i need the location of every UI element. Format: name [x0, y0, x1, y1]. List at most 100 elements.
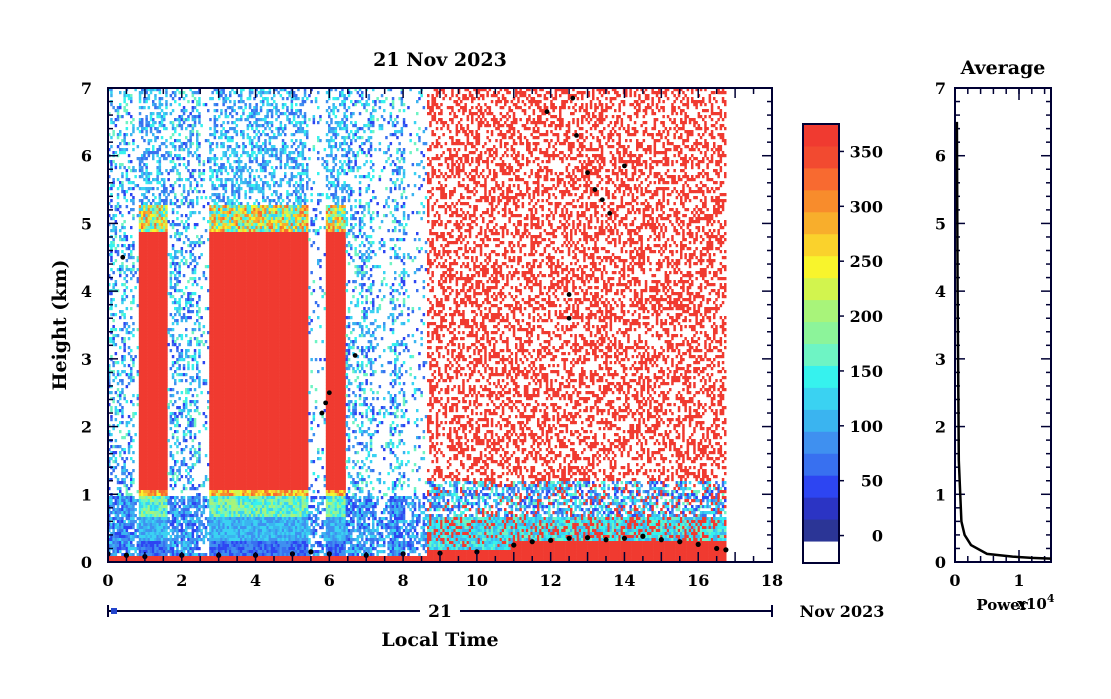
heatmap-cell	[163, 457, 166, 461]
heatmap-cell	[156, 238, 159, 242]
heatmap-cell	[165, 238, 168, 242]
heatmap-cell	[147, 457, 151, 461]
heatmap-cell	[213, 205, 217, 209]
heatmap-cell	[174, 301, 177, 305]
heatmap-cell	[224, 133, 228, 137]
heatmap-cell	[211, 505, 214, 509]
heatmap-cell	[224, 241, 228, 245]
heatmap-cell	[152, 118, 155, 122]
heatmap-cell	[158, 478, 162, 482]
heatmap-cell	[156, 496, 159, 500]
heatmap-cell	[127, 211, 131, 215]
heatmap-cell	[145, 412, 148, 416]
heatmap-cell	[127, 430, 131, 434]
heatmap-cell	[134, 520, 137, 524]
heatmap-cell	[143, 292, 146, 296]
heatmap-cell	[163, 223, 166, 227]
heatmap-cell	[156, 178, 159, 182]
heatmap-cell	[123, 349, 126, 353]
heatmap-cell	[163, 472, 166, 476]
heatmap-cell	[218, 475, 221, 479]
heatmap-cell	[165, 274, 168, 278]
heatmap-cell	[193, 91, 197, 95]
heatmap-cell	[218, 469, 221, 473]
heatmap-cell	[147, 490, 151, 494]
heatmap-cell	[149, 310, 153, 314]
heatmap-cell	[141, 205, 144, 209]
heatmap-cell	[220, 508, 223, 512]
heatmap-cell	[222, 325, 225, 329]
heatmap-cell	[226, 352, 230, 356]
heatmap-cell	[141, 481, 144, 485]
heatmap-cell	[110, 544, 113, 548]
heatmap-cell	[174, 91, 177, 95]
heatmap-cell	[136, 541, 140, 545]
heatmap-cell	[165, 250, 168, 254]
heatmap-cell	[220, 244, 223, 248]
heatmap-cell	[220, 205, 223, 209]
heatmap-cell	[110, 241, 113, 245]
heatmap-cell	[218, 283, 221, 287]
heatmap-cell	[123, 511, 126, 515]
heatmap-cell	[196, 406, 199, 410]
heatmap-cell	[226, 346, 230, 350]
heatmap-cell	[224, 478, 228, 482]
heatmap-cell	[156, 136, 159, 140]
heatmap-cell	[193, 169, 197, 173]
heatmap-cell	[156, 235, 159, 239]
heatmap-cell	[119, 535, 122, 539]
heatmap-cell	[193, 328, 197, 332]
heatmap-cell	[187, 472, 190, 476]
heatmap-cell	[174, 145, 177, 149]
heatmap-cell	[226, 481, 230, 485]
heatmap-cell	[127, 178, 131, 182]
heatmap-cell	[187, 124, 190, 128]
heatmap-cell	[141, 478, 144, 482]
heatmap-cell	[189, 130, 192, 134]
heatmap-cell	[226, 265, 230, 269]
heatmap-cell	[209, 523, 212, 527]
heatmap-cell	[156, 319, 159, 323]
heatmap-cell	[215, 424, 219, 428]
heatmap-cell	[112, 427, 115, 431]
heatmap-cell	[189, 475, 192, 479]
heatmap-cell	[220, 286, 223, 290]
heatmap-cell	[156, 532, 159, 536]
heatmap-cell	[226, 145, 230, 149]
heatmap-cell	[147, 439, 151, 443]
heatmap-cell	[158, 472, 162, 476]
heatmap-cell	[213, 478, 217, 482]
heatmap-cell	[127, 445, 131, 449]
heatmap-cell	[112, 271, 115, 275]
heatmap-cell	[218, 286, 221, 290]
heatmap-cell	[207, 463, 210, 467]
heatmap-cell	[147, 256, 151, 260]
heatmap-cell	[226, 199, 230, 203]
heatmap-cell	[189, 112, 192, 116]
heatmap-cell	[152, 286, 155, 290]
heatmap-cell	[209, 178, 212, 182]
heatmap-cell	[191, 556, 195, 560]
heatmap-cell	[193, 337, 197, 341]
heatmap-cell	[145, 133, 148, 137]
heatmap-cell	[112, 226, 115, 230]
heatmap-cell	[163, 115, 166, 119]
heatmap-cell	[226, 130, 230, 134]
heatmap-cell	[158, 301, 162, 305]
heatmap-cell	[110, 496, 113, 500]
heatmap-cell	[160, 346, 164, 350]
heatmap-cell	[125, 94, 129, 98]
heatmap-cell	[141, 535, 144, 539]
heatmap-cell	[116, 517, 120, 521]
heatmap-cell	[218, 277, 221, 281]
heatmap-cell	[123, 481, 126, 485]
heatmap-cell	[174, 415, 177, 419]
heatmap-cell	[176, 349, 179, 353]
heatmap-cell	[187, 193, 190, 197]
heatmap-cell	[138, 310, 142, 314]
heatmap-cell	[125, 175, 129, 179]
heatmap-cell	[213, 490, 217, 494]
heatmap-cell	[136, 328, 140, 332]
heatmap-cell	[193, 403, 197, 407]
heatmap-cell	[160, 283, 164, 287]
